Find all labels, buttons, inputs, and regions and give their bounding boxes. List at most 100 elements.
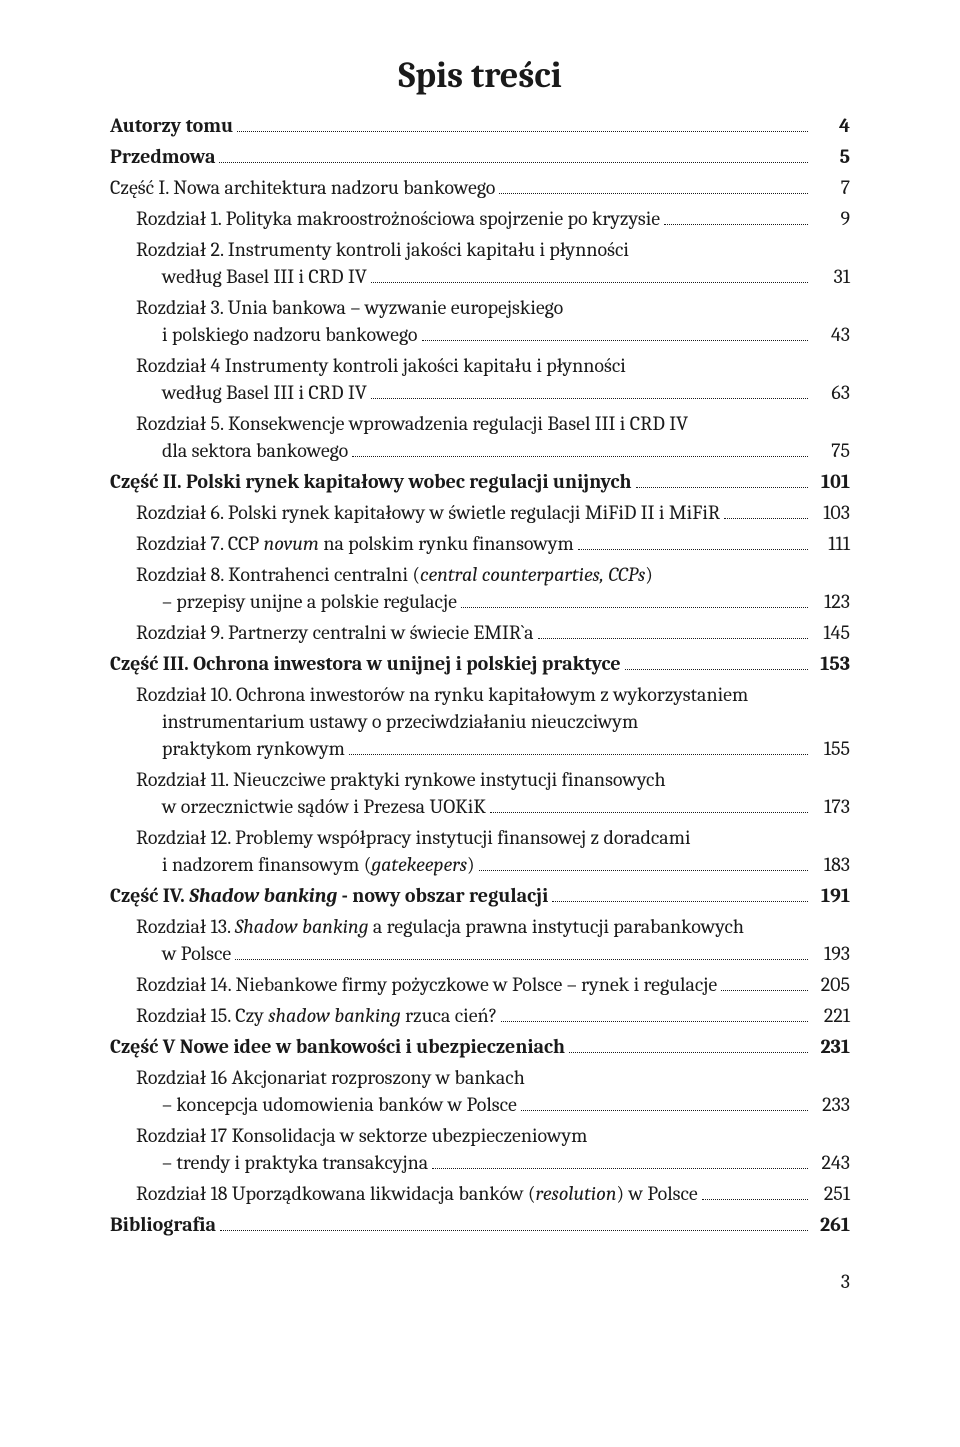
leader-dots [237,131,808,132]
page-number: 3 [110,1266,850,1297]
toc-entry: Bibliografia 261 [110,1209,850,1240]
toc-entry: Część IV. Shadow banking - nowy obszar r… [110,880,850,911]
leader-dots [220,1230,808,1231]
toc-entry: dla sektora bankowego 75 [110,435,850,466]
toc-text: Rozdział 15. Czy shadow banking rzuca ci… [136,1000,497,1031]
toc-text: Rozdział 6. Polski rynek kapitałowy w św… [136,497,720,528]
leader-dots [721,990,808,991]
toc-page: 191 [812,880,850,911]
toc-text: Bibliografia [110,1209,216,1240]
toc-entry: Rozdział 9. Partnerzy centralni w świeci… [110,617,850,648]
leader-dots [724,518,808,519]
toc-page: 7 [812,172,850,203]
toc-text: w orzecznictwie sądów i Prezesa UOKiK [162,791,486,822]
toc-text: Rozdział 14. Niebankowe firmy pożyczkowe… [136,969,717,1000]
toc-text: w Polsce [162,938,231,969]
toc-text: Przedmowa [110,141,215,172]
leader-dots [235,959,808,960]
toc-page: 103 [812,497,850,528]
toc-text: Część II. Polski rynek kapitałowy wobec … [110,466,632,497]
toc-text: i polskiego nadzoru bankowego [162,319,418,350]
toc-entry: Rozdział 6. Polski rynek kapitałowy w św… [110,497,850,528]
toc-page: 123 [812,586,850,617]
toc-entry: – przepisy unijne a polskie regulacje 123 [110,586,850,617]
leader-dots [490,812,808,813]
toc-entry: w Polsce 193 [110,938,850,969]
leader-dots [371,282,808,283]
toc-text: – przepisy unijne a polskie regulacje [162,586,457,617]
toc-entry: według Basel III i CRD IV 63 [110,377,850,408]
leader-dots [432,1168,808,1169]
leader-dots [569,1052,808,1053]
leader-dots [371,398,808,399]
toc-page: 183 [812,849,850,880]
toc-entry: Rozdział 18 Uporządkowana likwidacja ban… [110,1178,850,1209]
toc-text: Rozdział 1. Polityka makroostrożnościowa… [136,203,660,234]
toc-page: 221 [812,1000,850,1031]
leader-dots [479,870,808,871]
toc-text: Rozdział 9. Partnerzy centralni w świeci… [136,617,534,648]
leader-dots [461,607,808,608]
toc-entry: Rozdział 15. Czy shadow banking rzuca ci… [110,1000,850,1031]
toc-text: Część I. Nowa architektura nadzoru banko… [110,172,495,203]
leader-dots [625,669,808,670]
toc-text: – koncepcja udomowienia banków w Polsce [162,1089,517,1120]
toc-page: 9 [812,203,850,234]
toc-entry: i nadzorem finansowym (gatekeepers) 183 [110,849,850,880]
leader-dots [664,224,808,225]
toc-text: Część III. Ochrona inwestora w unijnej i… [110,648,621,679]
toc-page: 153 [812,648,850,679]
toc-entry: Część I. Nowa architektura nadzoru banko… [110,172,850,203]
toc-page: 145 [812,617,850,648]
toc-page: 233 [812,1089,850,1120]
toc-page: 75 [812,435,850,466]
toc-entry: i polskiego nadzoru bankowego43 [110,319,850,350]
toc-entry: Przedmowa 5 [110,141,850,172]
toc-page: 4 [812,110,850,141]
toc-text: według Basel III i CRD IV [162,377,367,408]
toc-entry: Rozdział 1. Polityka makroostrożnościowa… [110,203,850,234]
toc-entry: Rozdział 14. Niebankowe firmy pożyczkowe… [110,969,850,1000]
table-of-contents: Autorzy tomu 4 Przedmowa 5 Część I. Nowa arc… [110,110,850,1240]
toc-page: 251 [812,1178,850,1209]
leader-dots [422,340,808,341]
toc-page: 173 [812,791,850,822]
toc-text: – trendy i praktyka transakcyjna [162,1147,428,1178]
toc-entry: praktykom rynkowym 155 [110,733,850,764]
leader-dots [352,456,808,457]
toc-page: 111 [812,528,850,559]
toc-entry: według Basel III i CRD IV 31 [110,261,850,292]
toc-text: Rozdział 18 Uporządkowana likwidacja ban… [136,1178,698,1209]
toc-text: dla sektora bankowego [162,435,348,466]
leader-dots [499,193,808,194]
toc-text: praktykom rynkowym [162,733,345,764]
toc-page: 155 [812,733,850,764]
toc-page: 31 [812,261,850,292]
toc-text: Część IV. Shadow banking - nowy obszar r… [110,880,548,911]
leader-dots [552,901,808,902]
toc-page: 193 [812,938,850,969]
toc-page: 231 [812,1031,850,1062]
toc-entry: Rozdział 7. CCP novum na polskim rynku f… [110,528,850,559]
leader-dots [349,754,808,755]
leader-dots [578,549,808,550]
leader-dots [702,1199,808,1200]
toc-page: 101 [812,466,850,497]
toc-text: Autorzy tomu [110,110,233,141]
toc-entry: – koncepcja udomowienia banków w Polsce 2… [110,1089,850,1120]
leader-dots [219,162,808,163]
toc-page: 63 [812,377,850,408]
toc-entry: Część III. Ochrona inwestora w unijnej i… [110,648,850,679]
toc-entry: Część II. Polski rynek kapitałowy wobec … [110,466,850,497]
page-title: Spis treści [110,48,850,104]
toc-entry: w orzecznictwie sądów i Prezesa UOKiK 173 [110,791,850,822]
toc-entry: Autorzy tomu 4 [110,110,850,141]
toc-entry: Część V Nowe idee w bankowości i ubezpie… [110,1031,850,1062]
toc-text: i nadzorem finansowym (gatekeepers) [162,849,475,880]
toc-text: Rozdział 7. CCP novum na polskim rynku f… [136,528,574,559]
toc-page: 243 [812,1147,850,1178]
toc-page: 5 [812,141,850,172]
toc-page: 261 [812,1209,850,1240]
toc-text: według Basel III i CRD IV [162,261,367,292]
leader-dots [636,487,808,488]
